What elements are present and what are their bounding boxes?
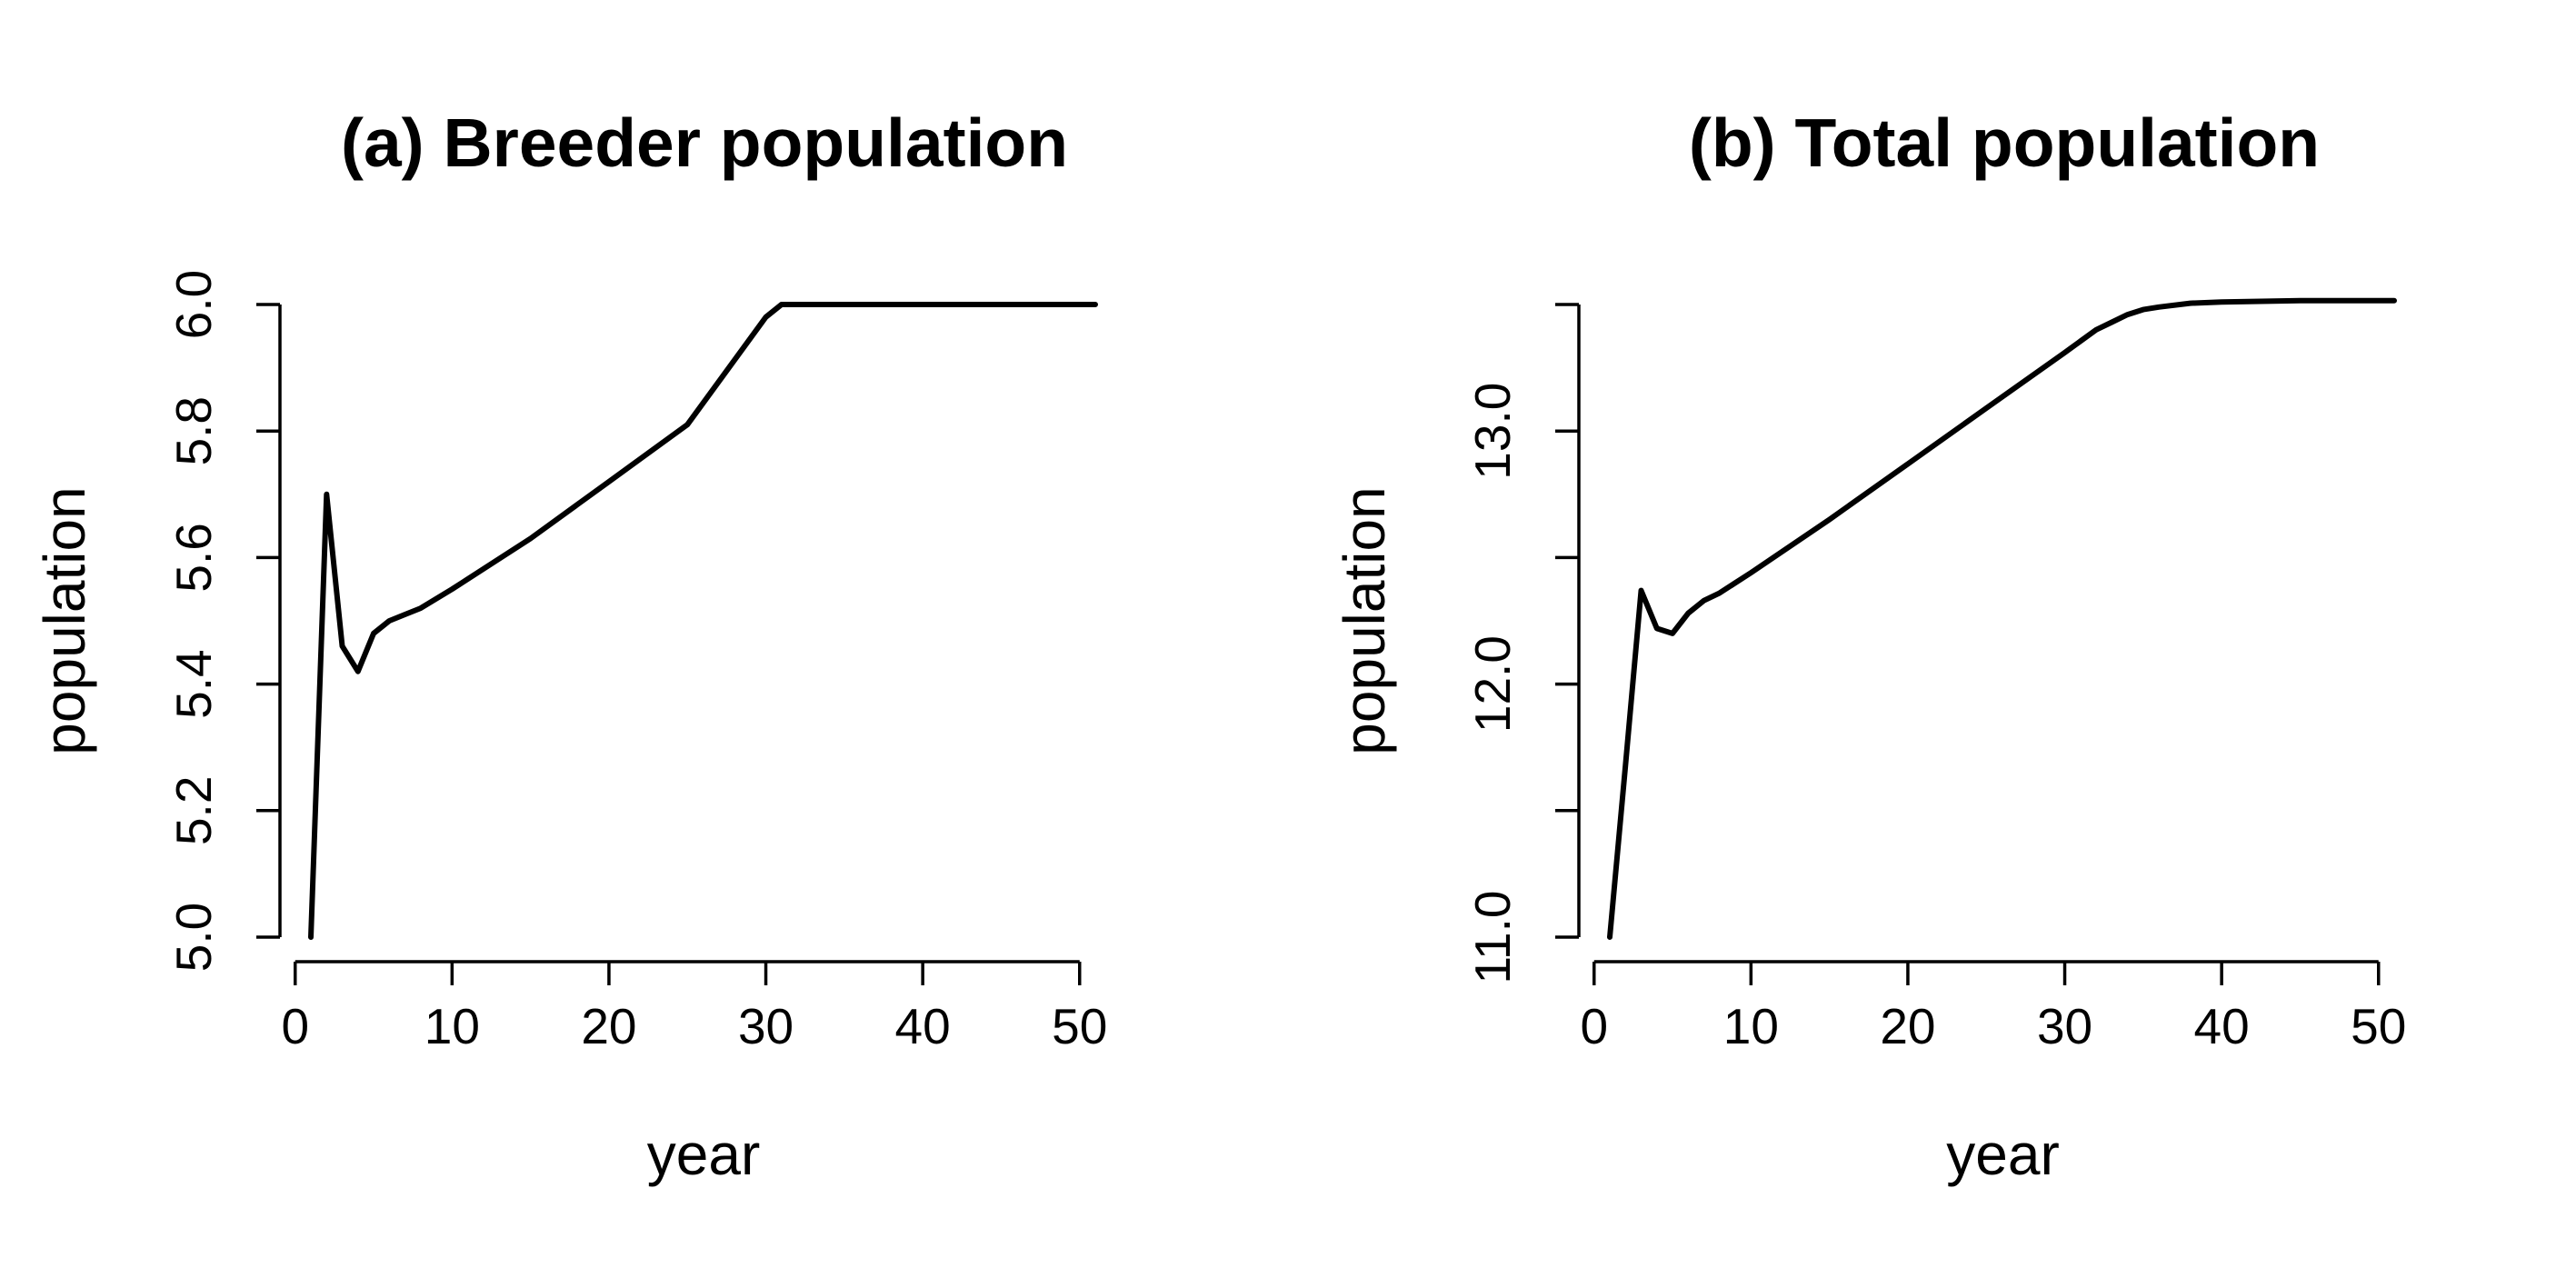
y-axis-label: population <box>32 486 97 754</box>
chart-title: (a) Breeder population <box>341 105 1068 181</box>
x-tick-label: 30 <box>738 998 794 1054</box>
x-tick-label: 50 <box>1052 998 1107 1054</box>
y-tick-label: 12.0 <box>1464 635 1521 733</box>
x-tick-label: 40 <box>895 998 951 1054</box>
y-tick-label: 11.0 <box>1464 891 1521 984</box>
x-tick-label: 50 <box>2351 998 2406 1054</box>
x-axis-label: year <box>647 1122 761 1187</box>
y-tick-label: 5.2 <box>165 776 222 845</box>
y-tick-label: 5.4 <box>165 649 222 718</box>
y-tick-label: 13.0 <box>1464 383 1521 480</box>
x-tick-label: 0 <box>281 998 309 1054</box>
x-tick-label: 10 <box>424 998 480 1054</box>
series-line <box>308 302 1098 940</box>
series-line <box>1607 297 2397 940</box>
y-tick-label: 5.6 <box>165 523 222 592</box>
x-tick-label: 20 <box>581 998 636 1054</box>
x-tick-label: 40 <box>2194 998 2250 1054</box>
x-tick-label: 30 <box>2037 998 2092 1054</box>
y-tick-label: 5.0 <box>165 903 222 972</box>
x-tick-label: 10 <box>1723 998 1779 1054</box>
y-axis-label: population <box>1332 486 1397 754</box>
x-tick-label: 0 <box>1580 998 1608 1054</box>
y-tick-label: 6.0 <box>165 270 222 339</box>
x-axis-label: year <box>1946 1122 2060 1187</box>
x-tick-label: 20 <box>1880 998 1935 1054</box>
panel-total-population: (b) Total population 0 10 20 30 40 50 11.0 12.0 1… <box>1332 105 2406 1187</box>
y-tick-label: 5.8 <box>165 396 222 465</box>
chart-title: (b) Total population <box>1689 105 2320 181</box>
panel-breeder-population: (a) Breeder population 0 10 20 30 40 50 5.0 5.2 5… <box>32 105 1107 1187</box>
